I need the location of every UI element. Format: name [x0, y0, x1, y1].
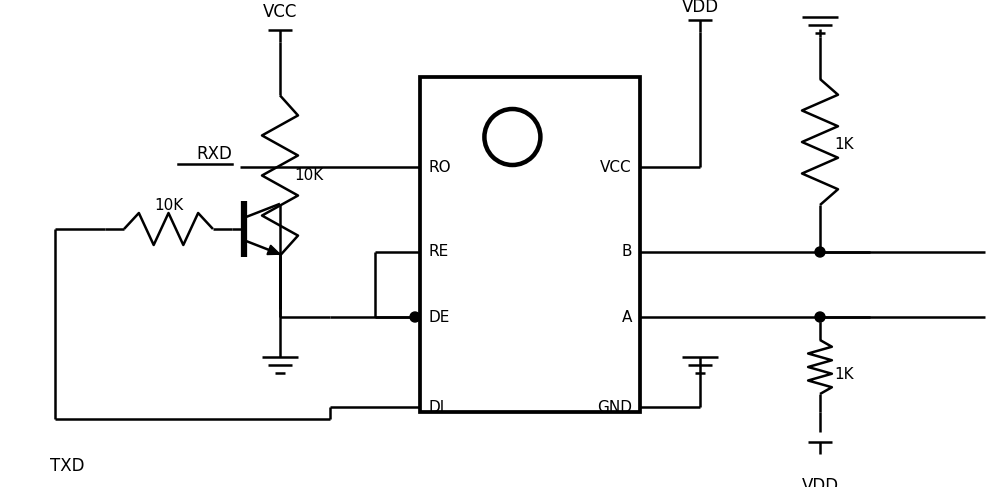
- Text: A: A: [622, 310, 632, 324]
- Bar: [420, 77, 640, 412]
- Text: VCC: VCC: [600, 160, 632, 174]
- Circle shape: [410, 312, 420, 322]
- Text: DE: DE: [428, 310, 449, 324]
- Circle shape: [815, 247, 825, 257]
- Circle shape: [815, 312, 825, 322]
- Text: 1K: 1K: [834, 137, 854, 152]
- Text: GND: GND: [597, 399, 632, 414]
- Text: VCC: VCC: [263, 3, 297, 21]
- Polygon shape: [267, 245, 280, 255]
- Text: RO: RO: [428, 160, 451, 174]
- Text: B: B: [622, 244, 632, 260]
- Text: VDD: VDD: [801, 477, 839, 487]
- Text: 10K: 10K: [154, 198, 183, 213]
- Text: VDD: VDD: [681, 0, 719, 16]
- Text: DI: DI: [428, 399, 444, 414]
- Text: 1K: 1K: [834, 367, 854, 382]
- Text: TXD: TXD: [50, 457, 84, 475]
- Text: RXD: RXD: [196, 145, 232, 163]
- Text: RE: RE: [428, 244, 448, 260]
- Text: 10K: 10K: [294, 168, 323, 183]
